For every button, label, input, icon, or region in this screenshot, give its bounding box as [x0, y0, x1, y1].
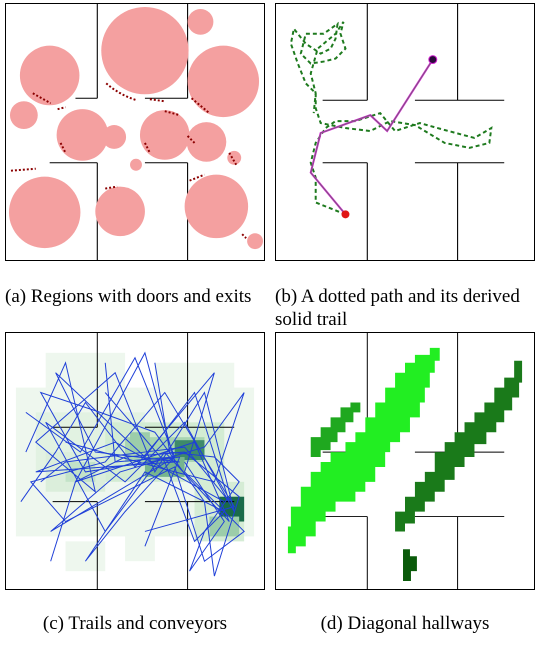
hallways-plot	[287, 333, 523, 589]
region	[227, 150, 242, 165]
region	[9, 101, 38, 130]
caption-a: (a) Regions with doors and exits	[5, 286, 252, 307]
hallway-bright	[287, 347, 440, 554]
solid-trail-overlay	[310, 59, 434, 215]
region	[139, 110, 190, 160]
region	[102, 125, 127, 149]
region	[19, 45, 80, 106]
panel-path-trail	[275, 3, 535, 261]
door-marks	[10, 82, 247, 239]
region	[101, 6, 189, 95]
region	[187, 45, 260, 118]
region	[184, 174, 249, 239]
regions	[8, 6, 263, 250]
caption-b: (b) A dotted path and its derived solid …	[275, 286, 520, 330]
region	[56, 109, 109, 161]
hallway-darkgreen	[395, 360, 523, 532]
panel-regions	[5, 3, 265, 261]
regions-plot	[8, 4, 263, 260]
dotted-path	[289, 21, 493, 216]
panel-diagonal-hallways	[275, 332, 535, 590]
region	[186, 122, 227, 162]
trails-plot	[15, 333, 255, 589]
region	[95, 186, 145, 237]
start-point	[341, 210, 350, 219]
trails	[20, 351, 245, 577]
hallway-dark	[403, 549, 417, 582]
panel-trails-conveyors	[5, 332, 265, 590]
region	[247, 233, 263, 250]
hallway-mid	[310, 402, 361, 458]
end-point	[428, 55, 438, 65]
region	[8, 176, 81, 249]
caption-c: (c) Trails and conveyors	[42, 613, 228, 634]
region	[130, 158, 142, 171]
path-plot	[289, 4, 505, 260]
walls	[322, 4, 505, 260]
solid-trail	[309, 59, 434, 215]
region	[187, 8, 214, 35]
caption-d: (d) Diagonal hallways	[320, 613, 490, 634]
